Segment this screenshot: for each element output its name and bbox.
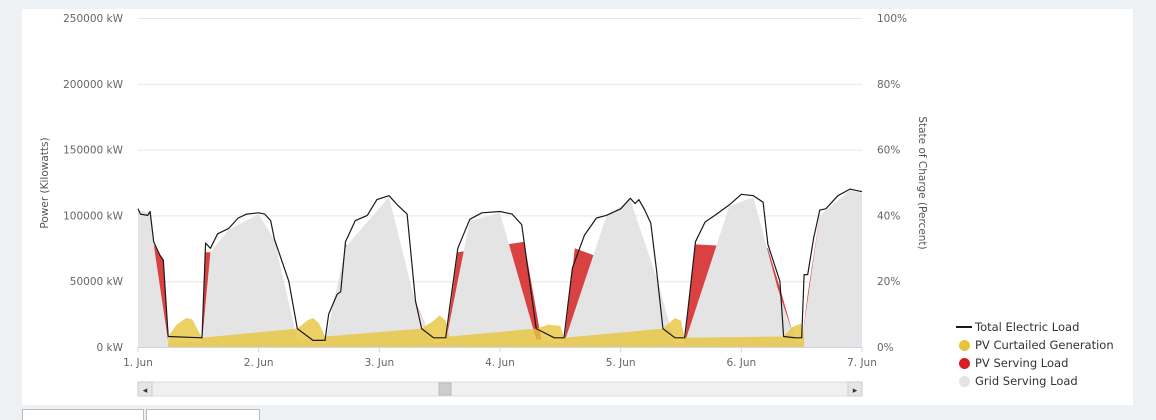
x-tick-label: 3. Jun xyxy=(364,357,394,369)
series-area-pv-curtailed-generation xyxy=(168,315,805,347)
y-left-tick-label: 200000 kW xyxy=(63,79,124,91)
legend-label: PV Curtailed Generation xyxy=(975,338,1114,352)
y-right-tick-label: 0% xyxy=(877,342,894,354)
series-layer xyxy=(137,188,863,347)
bottom-tab-2[interactable] xyxy=(146,409,260,420)
y-right-tick-label: 40% xyxy=(877,210,900,222)
scrollbar-right-arrow-icon: ▸ xyxy=(853,386,858,396)
legend-label: Grid Serving Load xyxy=(975,374,1078,388)
y-left-tick-label: 100000 kW xyxy=(63,210,124,222)
y-left-tick-label: 150000 kW xyxy=(63,145,124,157)
legend: Total Electric Load PV Curtailed Generat… xyxy=(955,318,1114,390)
x-tick-label: 1. Jun xyxy=(123,357,153,369)
navigator-scrollbar[interactable]: ◂ ▸ xyxy=(137,381,863,397)
y-left-tick-label: 250000 kW xyxy=(63,13,124,25)
x-tick-label: 7. Jun xyxy=(847,357,877,369)
legend-dot-icon xyxy=(955,357,973,369)
y-right-tick-label: 20% xyxy=(877,276,900,288)
x-ticks: 1. Jun 2. Jun 3. Jun 4. Jun 5. Jun 6. Jun 7. J… xyxy=(123,347,877,369)
legend-label: Total Electric Load xyxy=(975,320,1080,334)
legend-label: PV Serving Load xyxy=(975,356,1069,370)
legend-item-total-electric-load[interactable]: Total Electric Load xyxy=(955,318,1114,336)
y-right-tick-label: 80% xyxy=(877,79,900,91)
legend-item-grid-serving-load[interactable]: Grid Serving Load xyxy=(955,372,1114,390)
y-left-axis-title: Power (Kilowatts) xyxy=(39,137,51,228)
legend-item-pv-serving-load[interactable]: PV Serving Load xyxy=(955,354,1114,372)
x-tick-label: 6. Jun xyxy=(726,357,756,369)
x-tick-label: 2. Jun xyxy=(244,357,274,369)
y-right-tick-label: 60% xyxy=(877,145,900,157)
y-left-tick-label: 50000 kW xyxy=(70,276,124,288)
x-tick-label: 4. Jun xyxy=(485,357,515,369)
x-tick-label: 5. Jun xyxy=(606,357,636,369)
y-right-tick-label: 100% xyxy=(877,13,907,25)
series-line-total-electric-load xyxy=(137,188,863,341)
scrollbar-right-button[interactable] xyxy=(847,381,863,397)
series-area-grid-serving-load xyxy=(138,190,862,347)
bottom-tab-1[interactable] xyxy=(22,409,144,420)
y-right-axis-title: State of Charge (Percent) xyxy=(916,116,928,249)
scrollbar-track[interactable] xyxy=(137,381,863,397)
y-right-ticks: 0% 20% 40% 60% 80% 100% xyxy=(877,13,907,354)
scrollbar-left-arrow-icon: ◂ xyxy=(143,386,148,396)
legend-line-icon xyxy=(955,326,973,328)
legend-dot-icon xyxy=(955,375,973,387)
legend-dot-icon xyxy=(955,339,973,351)
y-left-ticks: 0 kW 50000 kW 100000 kW 150000 kW 200000 kW 2… xyxy=(63,13,124,354)
y-left-tick-label: 0 kW xyxy=(97,342,124,354)
scrollbar-thumb[interactable] xyxy=(438,382,452,396)
scrollbar-left-button[interactable] xyxy=(137,381,153,397)
legend-item-pv-curtailed-generation[interactable]: PV Curtailed Generation xyxy=(955,336,1114,354)
